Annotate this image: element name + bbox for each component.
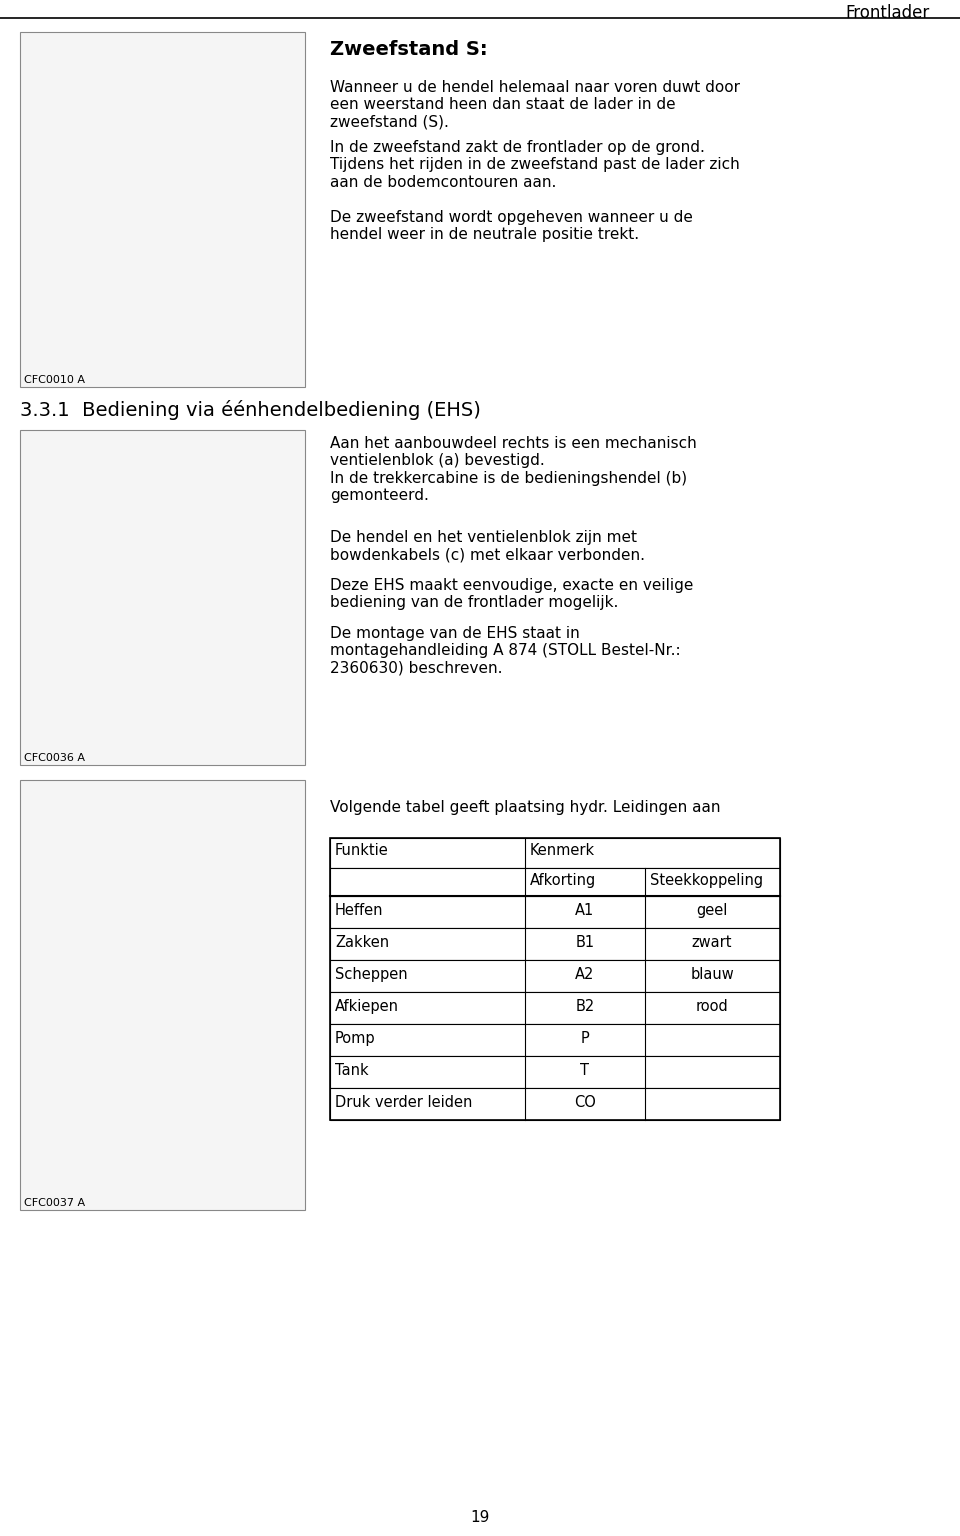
Bar: [330, 868, 780, 895]
Text: Scheppen: Scheppen: [335, 968, 408, 982]
Text: Afkorting: Afkorting: [530, 872, 596, 888]
Text: rood: rood: [696, 998, 729, 1014]
Text: CO: CO: [574, 1095, 596, 1111]
Bar: [330, 1025, 780, 1057]
Text: In de zweefstand zakt de frontlader op de grond.
Tijdens het rijden in de zweefs: In de zweefstand zakt de frontlader op d…: [330, 140, 740, 190]
Text: CFC0037 A: CFC0037 A: [24, 1198, 85, 1207]
Text: CFC0036 A: CFC0036 A: [24, 753, 85, 763]
Text: A1: A1: [575, 903, 594, 919]
Text: Aan het aanbouwdeel rechts is een mechanisch
ventielenblok (a) bevestigd.
In de : Aan het aanbouwdeel rechts is een mechan…: [330, 436, 697, 504]
Text: CFC0010 A: CFC0010 A: [24, 375, 85, 386]
Text: P: P: [581, 1031, 589, 1046]
Text: Afkiepen: Afkiepen: [335, 998, 399, 1014]
Bar: [20, 32, 305, 387]
Text: De zweefstand wordt opgeheven wanneer u de
hendel weer in de neutrale positie tr: De zweefstand wordt opgeheven wanneer u …: [330, 210, 693, 243]
Bar: [330, 960, 780, 992]
Text: Zweefstand S:: Zweefstand S:: [330, 40, 488, 58]
Text: zwart: zwart: [692, 935, 732, 949]
Bar: [20, 430, 305, 765]
Bar: [330, 928, 780, 960]
Text: A2: A2: [575, 968, 594, 982]
Bar: [330, 839, 780, 868]
Text: 19: 19: [470, 1510, 490, 1525]
Text: De hendel en het ventielenblok zijn met
bowdenkabels (c) met elkaar verbonden.: De hendel en het ventielenblok zijn met …: [330, 530, 645, 562]
Text: Steekkoppeling: Steekkoppeling: [650, 872, 763, 888]
Bar: [330, 1057, 780, 1087]
Text: geel: geel: [696, 903, 728, 919]
Text: Frontlader: Frontlader: [846, 5, 930, 22]
Text: T: T: [581, 1063, 589, 1078]
Text: Zakken: Zakken: [335, 935, 389, 949]
Text: B2: B2: [575, 998, 594, 1014]
Text: Tank: Tank: [335, 1063, 369, 1078]
Text: Kenmerk: Kenmerk: [530, 843, 595, 859]
Text: Funktie: Funktie: [335, 843, 389, 859]
Bar: [20, 780, 305, 1210]
Bar: [330, 992, 780, 1025]
Text: Heffen: Heffen: [335, 903, 383, 919]
Text: 3.3.1  Bediening via éénhendelbediening (EHS): 3.3.1 Bediening via éénhendelbediening (…: [20, 399, 481, 419]
Text: B1: B1: [575, 935, 594, 949]
Bar: [330, 1087, 780, 1120]
Text: Deze EHS maakt eenvoudige, exacte en veilige
bediening van de frontlader mogelij: Deze EHS maakt eenvoudige, exacte en vei…: [330, 578, 693, 610]
Text: blauw: blauw: [690, 968, 733, 982]
Text: Druk verder leiden: Druk verder leiden: [335, 1095, 472, 1111]
Bar: [330, 839, 780, 1120]
Text: Wanneer u de hendel helemaal naar voren duwt door
een weerstand heen dan staat d: Wanneer u de hendel helemaal naar voren …: [330, 80, 740, 131]
Bar: [330, 895, 780, 928]
Text: De montage van de EHS staat in
montagehandleiding A 874 (STOLL Bestel-Nr.:
23606: De montage van de EHS staat in montageha…: [330, 627, 681, 676]
Text: Volgende tabel geeft plaatsing hydr. Leidingen aan: Volgende tabel geeft plaatsing hydr. Lei…: [330, 800, 721, 816]
Text: Pomp: Pomp: [335, 1031, 375, 1046]
